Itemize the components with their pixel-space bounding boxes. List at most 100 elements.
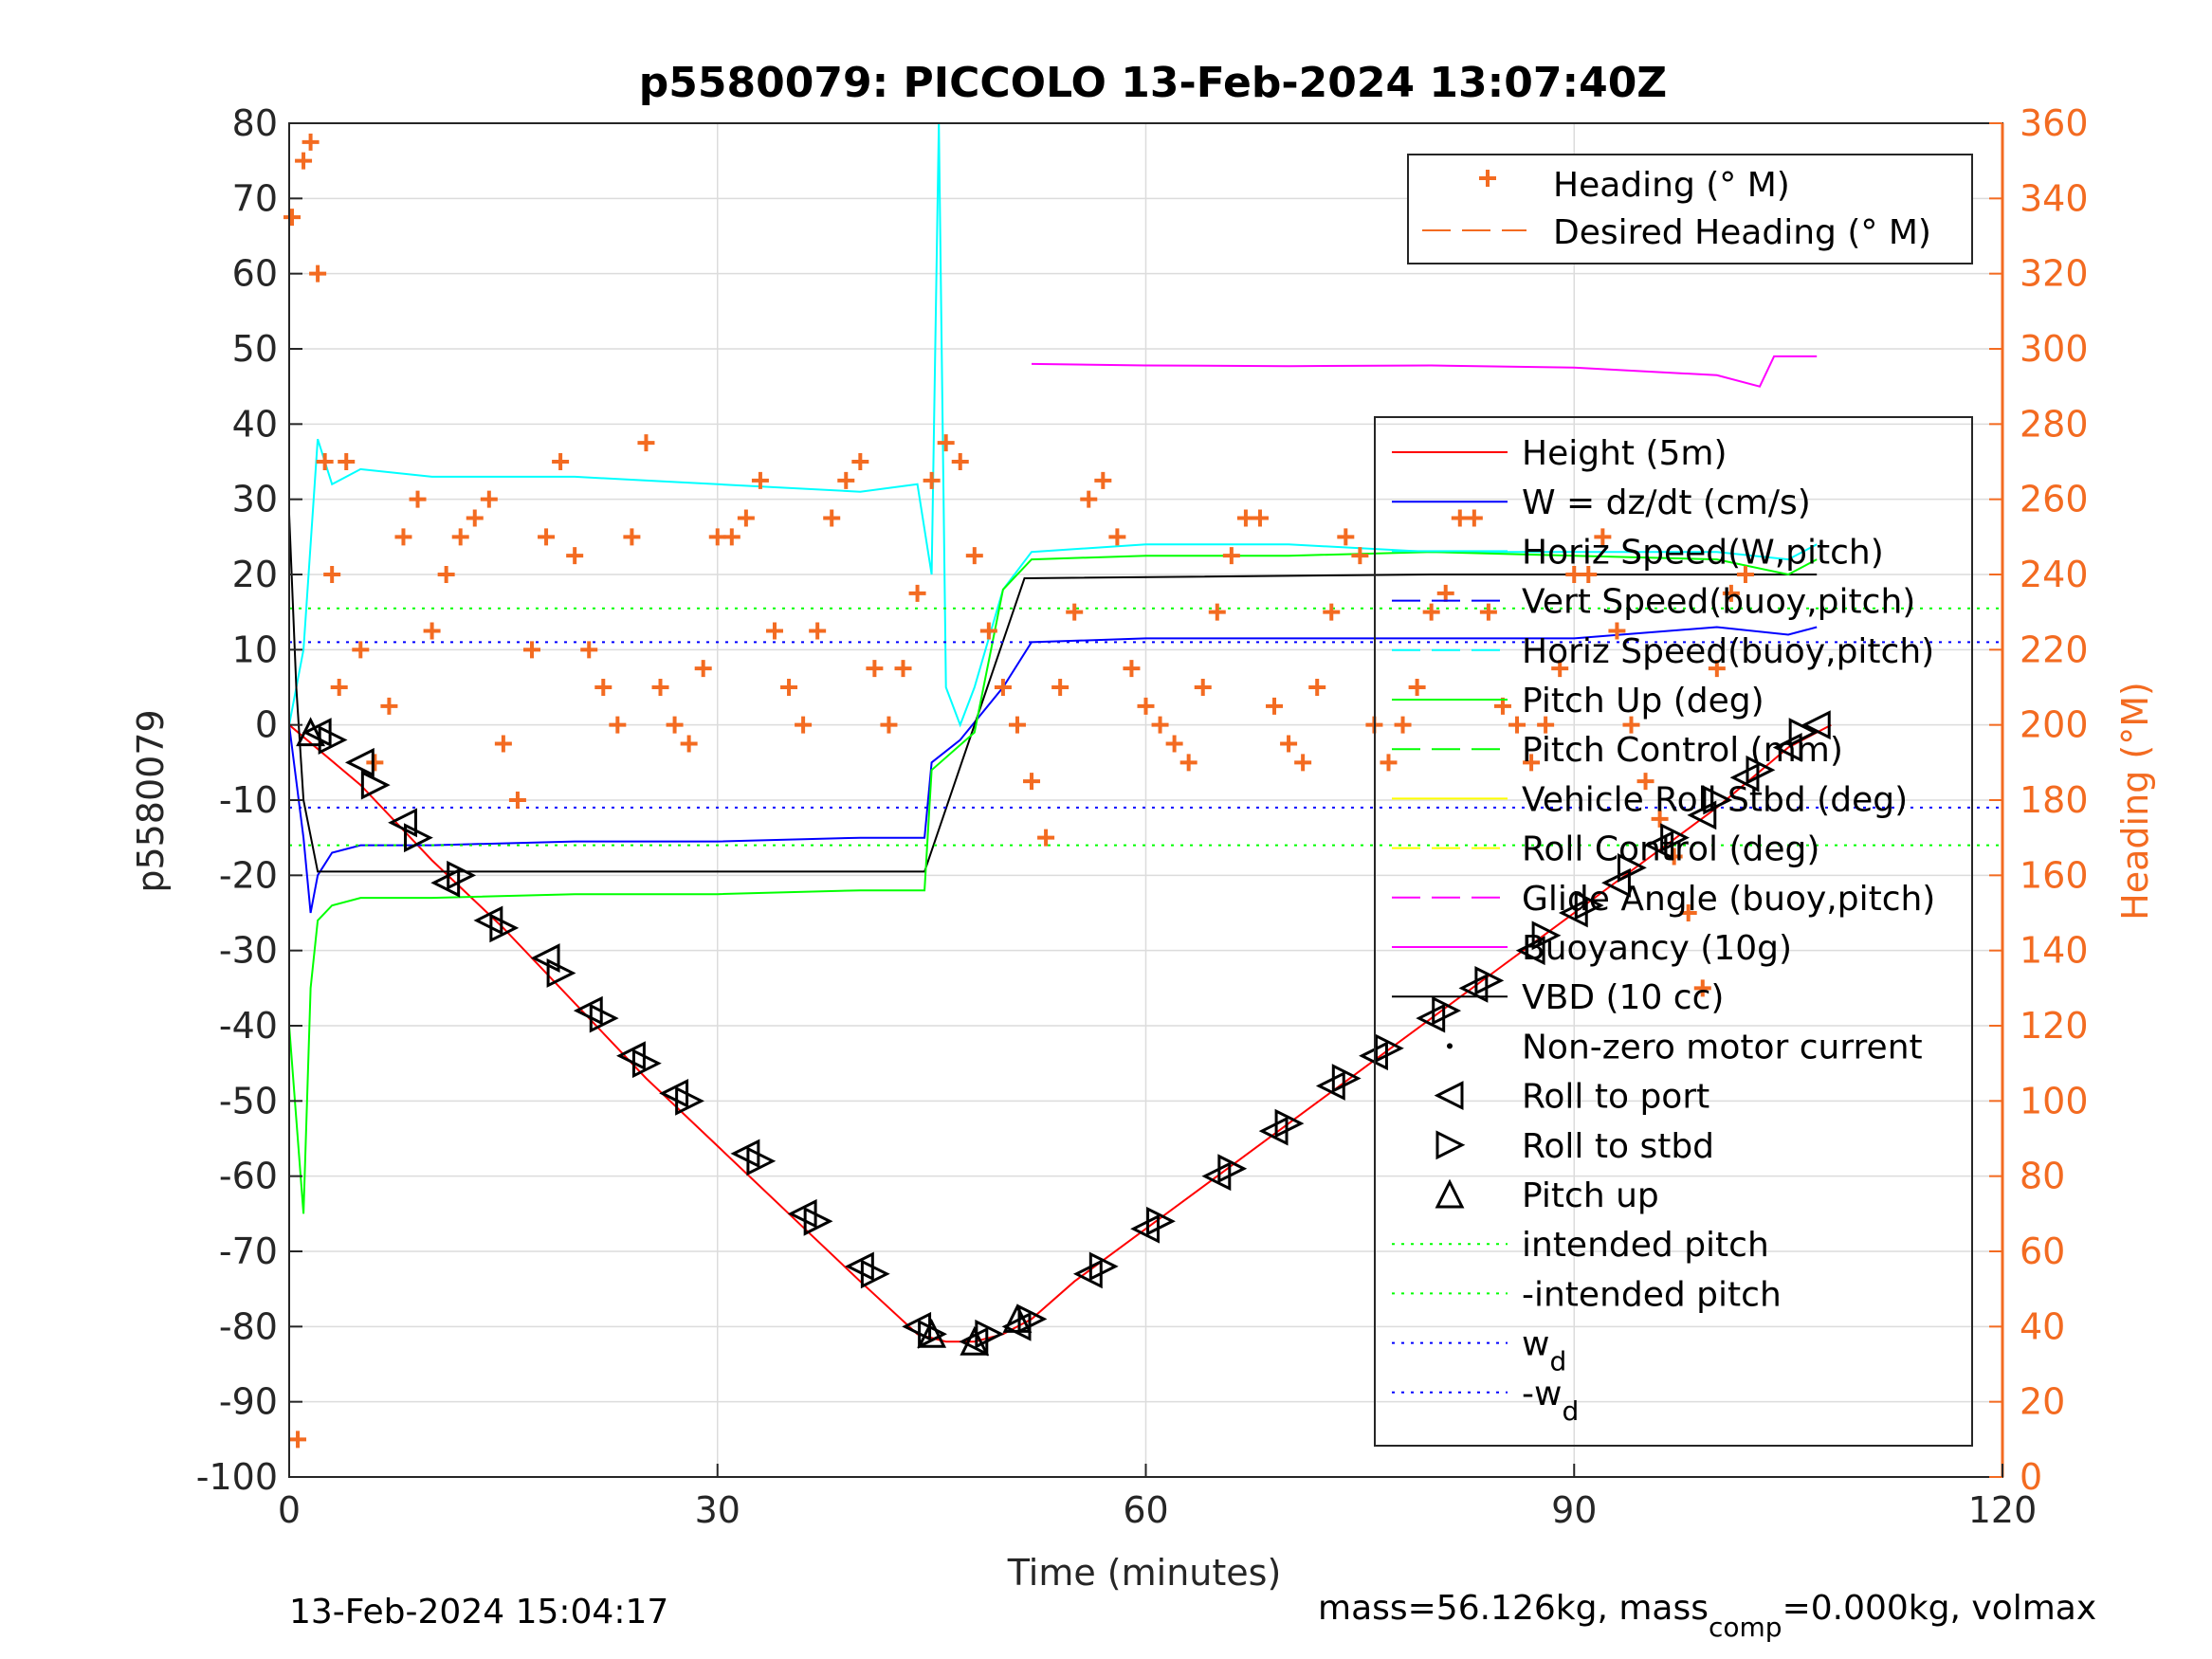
y-tick-label: -100	[196, 1456, 278, 1498]
heading-point	[651, 679, 669, 696]
footer-right-suffix: =0.000kg, volmax	[1782, 1589, 2097, 1628]
heading-point	[480, 490, 498, 508]
series-line	[288, 551, 1818, 1214]
y-tick-label: 0	[255, 704, 278, 746]
heading-point	[1451, 509, 1469, 527]
legend-label: VBD (10 cc)	[1522, 978, 1724, 1017]
heading-point	[1251, 509, 1269, 527]
y2-tick-label: 220	[2020, 629, 2089, 670]
heading-point	[1323, 603, 1341, 621]
heading-point	[837, 471, 855, 489]
roll-to-stbd-marker	[1088, 1251, 1119, 1282]
heading-point	[1037, 829, 1055, 847]
legend-label: Pitch up	[1522, 1176, 1659, 1215]
x-tick-label: 120	[1968, 1489, 2038, 1531]
legend-label-text: w	[1522, 1325, 1549, 1364]
y-tick-label: -80	[219, 1305, 278, 1347]
heading-point	[609, 716, 627, 734]
heading-point	[1436, 584, 1454, 602]
heading-point	[1708, 660, 1726, 678]
y2-tick-label: 160	[2020, 854, 2089, 896]
roll-to-stbd-marker	[1660, 823, 1691, 853]
y-tick-label: 50	[232, 328, 278, 370]
footer-left: 13-Feb-2024 15:04:17	[289, 1593, 668, 1632]
left-axis-ticks: 80 70 60 50 40 30 20 10 0 -10 -20 -30 -40 -50 -60 -70 -8…	[196, 102, 302, 1498]
legend-label: W = dz/dt (cm/s)	[1522, 483, 1811, 522]
heading-point	[566, 547, 584, 565]
y-tick-label: -90	[219, 1381, 278, 1423]
roll-to-stbd-marker	[1617, 852, 1647, 883]
heading-point	[1236, 509, 1254, 527]
legend-label-text: VBD (10 cc)	[1522, 978, 1724, 1017]
legend-label-subscript: d	[1562, 1395, 1579, 1427]
legend-label: Roll to port	[1522, 1078, 1709, 1117]
heading-point	[1165, 735, 1183, 753]
x-tick-label: 60	[1123, 1489, 1168, 1531]
pitch-up-marker	[960, 1325, 990, 1356]
legend-label: Roll Control (deg)	[1522, 830, 1819, 869]
heading-point	[352, 641, 370, 659]
heading-point	[1508, 716, 1526, 734]
roll-to-stbd-marker	[1331, 1064, 1362, 1093]
heading-point	[1179, 754, 1197, 772]
marker-layer	[283, 134, 1831, 1449]
heading-point	[1523, 754, 1541, 772]
legend-swatch	[1435, 1178, 1465, 1209]
heading-point	[1222, 547, 1240, 565]
heading-point	[1608, 622, 1626, 640]
y-tick-label: -40	[219, 1005, 278, 1047]
legend-heading: Heading (° M) Desired Heading (° M)	[1407, 154, 1973, 264]
heading-point	[780, 679, 798, 696]
legend-heading-label: Heading (° M)	[1553, 166, 1790, 205]
heading-point	[866, 660, 884, 678]
legend-label-subscript: d	[1549, 1346, 1566, 1377]
heading-point	[295, 152, 313, 170]
heading-point	[1479, 603, 1497, 621]
heading-point	[1537, 716, 1555, 734]
y2-tick-label: 120	[2020, 1005, 2089, 1047]
roll-to-stbd-marker	[1274, 1108, 1305, 1139]
heading-point	[338, 453, 356, 470]
footer-right-prefix: mass=56.126kg, mass	[1318, 1589, 1709, 1628]
heading-point	[1594, 528, 1612, 546]
heading-point	[1208, 603, 1226, 621]
y-tick-label: -50	[219, 1080, 278, 1121]
x-tick-label: 90	[1551, 1489, 1597, 1531]
y2-tick-label: 340	[2020, 177, 2089, 219]
roll-to-stbd-marker	[489, 913, 520, 943]
legend-label-text: Roll Control (deg)	[1522, 830, 1819, 869]
y2-tick-label: 100	[2020, 1080, 2089, 1121]
heading-point	[594, 679, 612, 696]
heading-point	[1137, 697, 1155, 715]
pitch-up-marker	[1002, 1304, 1033, 1333]
legend-label-text: Pitch Up (deg)	[1522, 682, 1764, 720]
heading-point	[316, 453, 334, 470]
y2-tick-label: 60	[2020, 1231, 2065, 1272]
heading-point	[423, 622, 441, 640]
heading-point	[1679, 904, 1697, 921]
roll-to-port-marker	[1687, 800, 1717, 830]
x-tick-label: 0	[278, 1489, 301, 1531]
heading-point	[394, 528, 412, 546]
roll-to-stbd-marker	[1374, 1033, 1404, 1064]
legend-label: Vehicle Roll Stbd (deg)	[1522, 780, 1908, 819]
heading-point	[951, 453, 969, 470]
legend-label: intended pitch	[1522, 1226, 1769, 1265]
heading-point	[965, 547, 983, 565]
heading-point	[330, 679, 348, 696]
roll-to-stbd-marker	[589, 1003, 619, 1033]
legend-label-text: Pitch up	[1522, 1176, 1659, 1215]
heading-point	[552, 453, 570, 470]
roll-to-stbd-marker	[546, 958, 576, 988]
roll-to-stbd-marker	[360, 770, 391, 800]
y2-tick-label: 260	[2020, 479, 2089, 520]
y2-tick-label: 360	[2020, 102, 2089, 144]
heading-point	[1465, 509, 1483, 527]
legend-label-text: Non-zero motor current	[1522, 1028, 1923, 1066]
series-line	[1031, 355, 1818, 388]
legend-label: Glide Angle (buoy,pitch)	[1522, 880, 1935, 919]
roll-to-stbd-marker	[1531, 921, 1562, 951]
heading-point	[1266, 697, 1284, 715]
heading-point	[1622, 716, 1640, 734]
